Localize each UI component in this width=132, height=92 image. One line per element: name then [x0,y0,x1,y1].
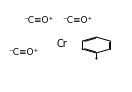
Text: ⁻C≡O⁺: ⁻C≡O⁺ [24,16,54,25]
Text: Cr: Cr [56,39,67,49]
Text: ⁻C≡O⁺: ⁻C≡O⁺ [9,48,39,57]
Text: ⁻C≡O⁺: ⁻C≡O⁺ [63,16,93,25]
